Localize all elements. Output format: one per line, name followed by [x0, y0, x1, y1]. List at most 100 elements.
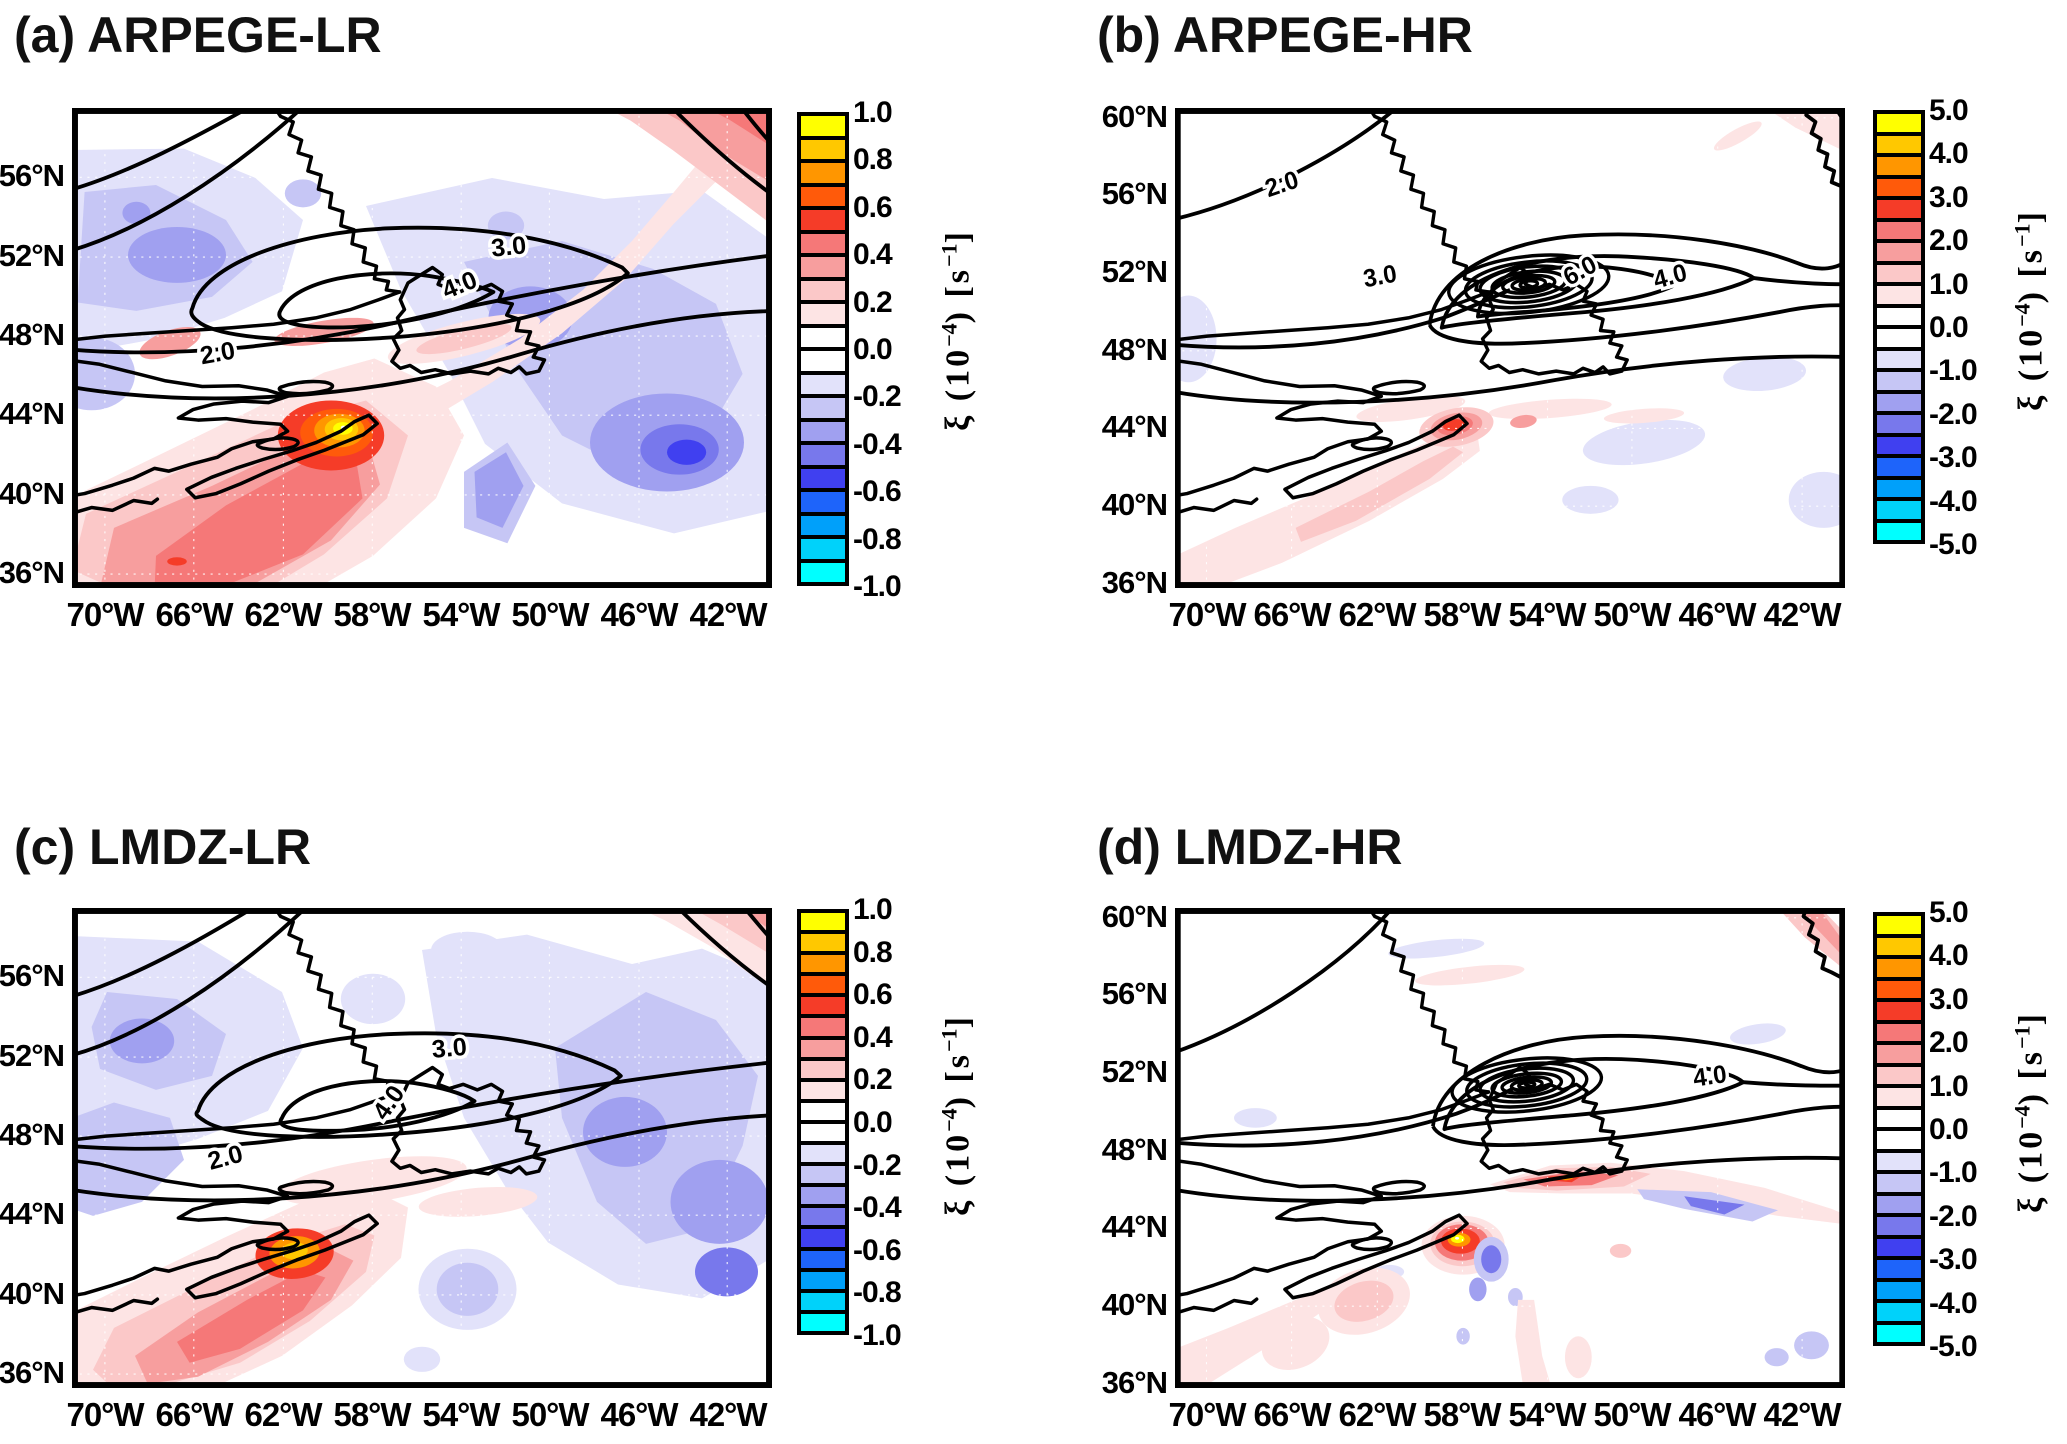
contour-line: [72, 1113, 772, 1203]
contour-line: [675, 908, 772, 990]
map-border: [72, 908, 772, 1388]
colorbar-segment: [1877, 976, 1921, 998]
shading-region: [1415, 964, 1525, 986]
colorbar-segment: [1877, 933, 1921, 955]
colorbar-segment: [1877, 1277, 1921, 1299]
lat-tick-label: 36°N: [1101, 1365, 1168, 1400]
contour-line: [72, 908, 309, 1058]
colorbar-segment: [801, 1246, 845, 1268]
contour-ring: [1490, 269, 1568, 300]
contour-line: [189, 225, 630, 342]
contour-line: [1431, 1104, 1845, 1147]
lat-tick-label: 40°N: [0, 476, 65, 511]
colorbar-tick-label: 0.8: [853, 143, 893, 177]
colorbar-segment: [1877, 916, 1921, 934]
colorbar-tick-label: 3.0: [1929, 982, 1969, 1016]
colorbar-tick-label: 1.0: [853, 96, 893, 129]
unit-label-part: −1: [2009, 223, 2035, 247]
colorbar-tick-label: 0.0: [1929, 1113, 1969, 1146]
shading-region: [1456, 1327, 1470, 1345]
shading-region: [154, 456, 363, 588]
colorbar-tick-label: -0.4: [853, 1191, 902, 1225]
colorbar-tick-label: 3.0: [1929, 180, 1969, 214]
lat-tick-label: 44°N: [1101, 1209, 1168, 1244]
shading-region: [128, 226, 226, 283]
lon-tick-label: 62°W: [1338, 1396, 1416, 1433]
lon-tick-label: 42°W: [1763, 1396, 1841, 1433]
shading-region: [1730, 1023, 1786, 1045]
unit-label-part: ξ (10: [939, 1131, 977, 1216]
coastline: [272, 908, 402, 1094]
colorbar-segment: [1877, 1041, 1921, 1063]
unit-label-part: ) [s: [2012, 246, 2050, 304]
contour-ring: [1517, 1080, 1537, 1090]
contour-line: [194, 1031, 623, 1139]
contour-line: [72, 1060, 772, 1151]
contour-line: [72, 309, 772, 401]
coastline: [1175, 1158, 1384, 1298]
lon-tick-label: 70°W: [1168, 596, 1246, 633]
shading-region: [670, 1159, 769, 1244]
lat-tick-label: 48°N: [1101, 1132, 1168, 1167]
colorbar-tick-label: 0.8: [853, 935, 893, 969]
colorbar-segment: [801, 535, 845, 559]
shading-region: [1603, 408, 1685, 424]
lat-tick-label: 60°N: [1101, 99, 1168, 134]
lat-tick-label: 44°N: [1101, 409, 1168, 444]
colorbar-tick-label: -0.2: [853, 380, 902, 414]
colorbar-segment: [1877, 1105, 1921, 1127]
coastline: [1350, 436, 1394, 452]
colorbar-segment: [1877, 1299, 1921, 1321]
contour-ring: [1447, 253, 1611, 316]
shading-region: [667, 439, 707, 465]
map-canvas-d: 4.0: [1175, 908, 1845, 1388]
coastline: [1350, 1236, 1394, 1252]
colorbar-segment: [1877, 1062, 1921, 1084]
lat-tick-label: 36°N: [0, 1355, 65, 1390]
colorbar-segment: [801, 116, 845, 136]
colorbar-segment: [1877, 1148, 1921, 1170]
shading-region: [1469, 1277, 1487, 1302]
colorbar-segment: [1877, 1127, 1921, 1149]
shading-region: [1764, 1348, 1789, 1367]
shading-region: [1788, 471, 1845, 528]
lon-tick-label: 54°W: [1508, 596, 1586, 633]
unit-label-part: ) [s: [2012, 1048, 2050, 1106]
colorbar-segment: [801, 276, 845, 300]
colorbar-segment: [801, 370, 845, 394]
colorbar-tick-label: -5.0: [1929, 1330, 1978, 1363]
panel-b-title: (b) ARPEGE-HR: [1097, 7, 1473, 63]
colorbar-segment: [801, 323, 845, 347]
colorbar-segment: [801, 558, 845, 582]
contour-line: [1175, 354, 1845, 405]
panel-d-title: (d) LMDZ-HR: [1097, 819, 1403, 875]
unit-label-part: ) [s: [939, 1051, 977, 1109]
colorbar-tick-label: -0.4: [853, 427, 902, 461]
colorbar-tick-label: 0.6: [853, 978, 893, 1012]
colorbar-tick-label: -0.2: [853, 1148, 902, 1182]
colorbar-segment: [801, 253, 845, 277]
contour-ring: [1478, 1066, 1576, 1104]
panel-b-colorbar: [1873, 110, 1925, 544]
unit-label-part: ]: [2012, 1011, 2050, 1026]
lat-tick-label: 56°N: [1101, 176, 1168, 211]
coastline: [185, 1213, 379, 1300]
lat-tick-label: 52°N: [1101, 1054, 1168, 1089]
colorbar-tick-label: -0.8: [853, 522, 902, 556]
shading-region: [109, 1018, 175, 1064]
colorbar-tick-label: 1.0: [1929, 267, 1969, 301]
lat-tick-label: 48°N: [0, 1117, 65, 1152]
lon-tick-label: 62°W: [244, 1396, 322, 1433]
lon-tick-label: 50°W: [511, 1396, 589, 1433]
lon-tick-label: 46°W: [1678, 1396, 1756, 1433]
unit-label-part: ) [s: [939, 266, 977, 324]
lon-tick-label: 50°W: [1593, 596, 1671, 633]
contour-line: [1804, 108, 1845, 190]
lat-tick-label: 40°N: [1101, 1287, 1168, 1322]
shading-region: [167, 557, 187, 566]
coastline: [185, 413, 379, 500]
unit-label-part: ξ (10: [2012, 326, 2050, 411]
colorbar-tick-label: -1.0: [853, 570, 902, 603]
colorbar-segment: [1877, 1019, 1921, 1041]
colorbar-segment: [801, 229, 845, 253]
